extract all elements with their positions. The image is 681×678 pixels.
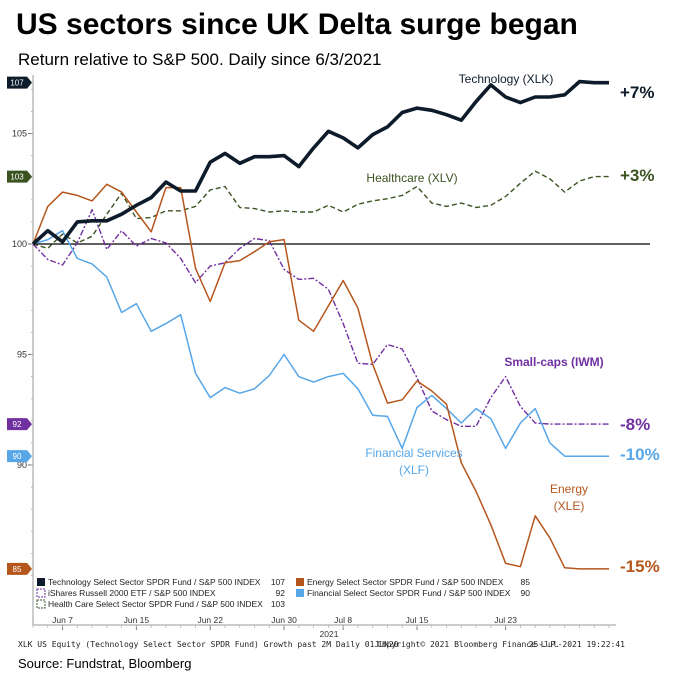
y-tick-label: 95 bbox=[17, 350, 27, 360]
legend-swatch bbox=[296, 578, 304, 586]
legend-entry-iwm: iShares Russell 2000 ETF / S&P 500 INDEX… bbox=[36, 588, 286, 598]
series-name-text: (XLF) bbox=[399, 463, 429, 477]
last-value-marker-xle: 85 bbox=[7, 562, 32, 575]
series-name-text: Technology (XLK) bbox=[459, 72, 554, 86]
series-line-xle bbox=[32, 183, 609, 570]
series-line-xlf bbox=[32, 229, 609, 457]
x-tick-label: Jul 15 bbox=[406, 615, 429, 625]
end-percent-label-iwm: -8% bbox=[620, 415, 650, 434]
series-name-label-iwm: Small-caps (IWM) bbox=[504, 355, 603, 369]
legend-last-value: 103 bbox=[271, 599, 285, 609]
last-value-marker-iwm: 92 bbox=[7, 418, 32, 431]
last-value-marker-xlv: 103 bbox=[7, 170, 32, 183]
last-value-text: 92 bbox=[13, 420, 22, 429]
source-note: Source: Fundstrat, Bloomberg bbox=[18, 656, 192, 671]
footer-timestamp: 25-Jul-2021 19:22:41 bbox=[529, 640, 626, 649]
last-value-badge bbox=[7, 170, 32, 183]
legend-last-value: 92 bbox=[276, 588, 286, 598]
series-name-text: Energy bbox=[550, 482, 588, 496]
x-tick-label: Jul 23 bbox=[494, 615, 517, 625]
end-percent-label-xlf: -10% bbox=[620, 445, 660, 464]
x-tick-label: Jun 7 bbox=[52, 615, 73, 625]
y-tick-label: 105 bbox=[12, 129, 27, 139]
legend-last-value: 90 bbox=[521, 588, 531, 598]
legend-entry-xlf: Financial Select Sector SPDR Fund / S&P … bbox=[296, 588, 530, 598]
legend-entry-xlv: Health Care Select Sector SPDR Fund / S&… bbox=[36, 599, 285, 609]
x-tick-label: Jun 30 bbox=[271, 615, 297, 625]
chart-title: US sectors since UK Delta surge began bbox=[16, 8, 578, 41]
series-name-label-xlf: Financial Services (XLF) bbox=[365, 446, 462, 477]
series-line-iwm bbox=[32, 209, 609, 427]
y-tick-label: 100 bbox=[12, 239, 27, 249]
x-tick-label: Jun 22 bbox=[197, 615, 223, 625]
series-line-xlk bbox=[31, 79, 609, 246]
end-percent-label-xlv: +3% bbox=[620, 166, 655, 185]
last-value-text: 107 bbox=[10, 79, 24, 88]
last-value-text: 85 bbox=[13, 565, 22, 574]
legend-swatch bbox=[36, 599, 46, 609]
last-value-text: 103 bbox=[10, 173, 24, 182]
end-percent-label-xlk: +7% bbox=[620, 83, 655, 102]
series-name-text: Healthcare (XLV) bbox=[366, 171, 457, 185]
last-value-badge bbox=[7, 418, 32, 431]
series-name-text: (XLE) bbox=[554, 499, 585, 513]
series-name-label-xlv: Healthcare (XLV) bbox=[366, 171, 457, 185]
legend-entry-xlk: Technology Select Sector SPDR Fund / S&P… bbox=[37, 577, 285, 587]
last-value-badge bbox=[7, 76, 32, 89]
last-value-text: 90 bbox=[13, 452, 22, 461]
last-value-badge bbox=[7, 450, 32, 463]
x-year-label: 2021 bbox=[320, 629, 339, 639]
legend-last-value: 107 bbox=[271, 577, 285, 587]
y-tick-label: 90 bbox=[17, 460, 27, 470]
last-value-marker-xlk: 107 bbox=[7, 76, 32, 89]
legend-swatch bbox=[37, 578, 45, 586]
legend-text: Health Care Select Sector SPDR Fund / S&… bbox=[48, 599, 263, 609]
end-percent-label-xle: -15% bbox=[620, 557, 660, 576]
chart-subtitle: Return relative to S&P 500. Daily since … bbox=[18, 50, 382, 69]
series-name-label-xlk: Technology (XLK) bbox=[459, 72, 554, 86]
legend-text: Financial Select Sector SPDR Fund / S&P … bbox=[307, 588, 511, 598]
series-line-xlv bbox=[32, 170, 609, 250]
series-name-text: Financial Services bbox=[365, 446, 462, 460]
legend-entry-xle: Energy Select Sector SPDR Fund / S&P 500… bbox=[296, 577, 530, 587]
footer-copyright: Copyright© 2021 Bloomberg Finance L.P. bbox=[377, 640, 560, 649]
legend-text: iShares Russell 2000 ETF / S&P 500 INDEX bbox=[48, 588, 216, 598]
series-name-label-xle: Energy (XLE) bbox=[550, 482, 588, 513]
legend-swatch bbox=[36, 588, 46, 598]
legend-text: Energy Select Sector SPDR Fund / S&P 500… bbox=[307, 577, 504, 587]
footer-left: XLK US Equity (Technology Select Sector … bbox=[18, 640, 399, 649]
last-value-marker-xlf: 90 bbox=[7, 450, 32, 463]
legend-text: Technology Select Sector SPDR Fund / S&P… bbox=[48, 577, 261, 587]
x-tick-label: Jul 8 bbox=[334, 615, 352, 625]
legend-swatch bbox=[296, 589, 304, 597]
x-tick-label: Jun 15 bbox=[124, 615, 150, 625]
legend-last-value: 85 bbox=[521, 577, 531, 587]
series-name-text: Small-caps (IWM) bbox=[504, 355, 603, 369]
last-value-badge bbox=[7, 562, 32, 575]
